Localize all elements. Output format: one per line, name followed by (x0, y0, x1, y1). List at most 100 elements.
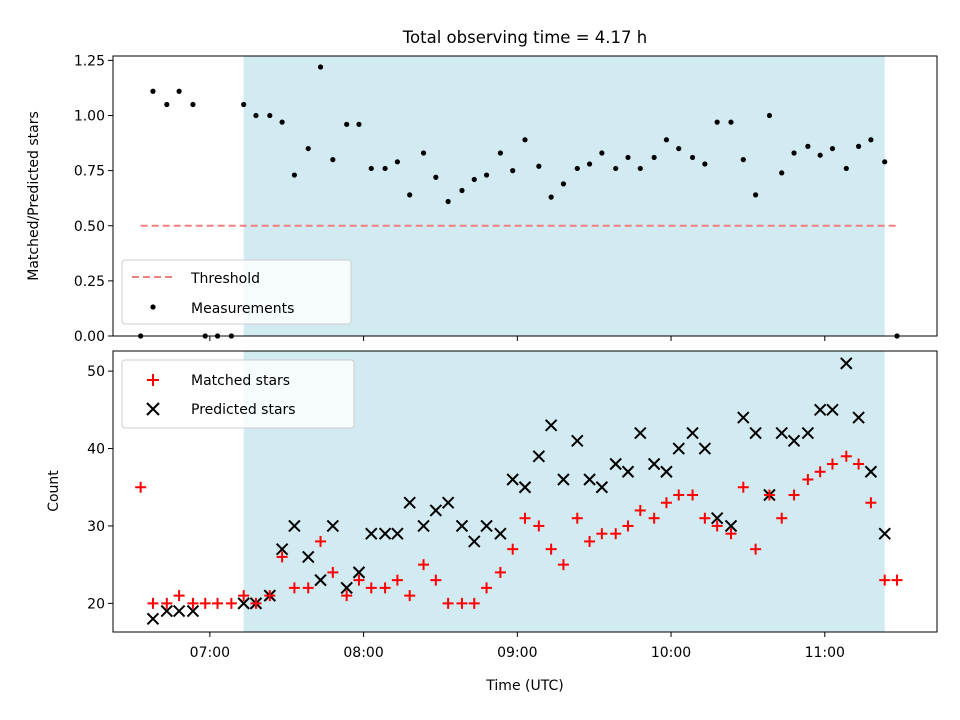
predicted-star-marker (826, 403, 839, 417)
predicted-star-marker (801, 426, 815, 440)
legend-measurements-label: Measurements (191, 301, 294, 317)
measurement-point (752, 192, 759, 198)
matched-star-marker (199, 597, 211, 609)
matched-star-marker (456, 597, 468, 609)
measurement-point (637, 165, 643, 172)
bottom-legend: Matched stars Predicted stars (121, 359, 355, 429)
predicted-star-marker (160, 604, 174, 618)
predicted-star-marker (186, 604, 200, 618)
predicted-star-marker (326, 519, 340, 533)
matched-star-marker (879, 574, 891, 586)
predicted-star-marker (583, 473, 596, 486)
x-tick-label: 08:00 (343, 645, 383, 661)
measurement-point (407, 192, 413, 198)
matched-star-marker (225, 597, 237, 609)
matched-star-marker (238, 590, 250, 602)
matched-star-marker (571, 512, 583, 524)
measurement-point (817, 152, 823, 158)
top-y-axis-label: Matched/Predicted stars (26, 111, 42, 281)
matched-star-marker (276, 551, 288, 563)
measurement-point (291, 172, 298, 178)
measurement-point (702, 161, 708, 167)
matched-star-marker (622, 520, 634, 532)
measurement-point (483, 172, 490, 178)
measurement-point (855, 143, 862, 149)
bottom-y-axis-label: Count (46, 470, 62, 512)
matched-star-marker (418, 559, 430, 571)
matched-star-marker (442, 597, 454, 609)
predicted-star-marker (314, 573, 327, 587)
top-x-ticks (209, 336, 826, 341)
matched-star-marker (545, 543, 557, 555)
matched-star-marker (610, 528, 622, 540)
matched-star-marker (481, 582, 493, 594)
measurement-point (843, 165, 849, 172)
measurement-point (420, 150, 427, 156)
predicted-star-marker (813, 403, 827, 417)
top-legend: Threshold Measurements (121, 259, 352, 325)
matched-star-marker (507, 543, 519, 555)
predicted-star-marker (378, 527, 392, 540)
matched-star-marker (519, 512, 531, 524)
predicted-star-marker (172, 604, 186, 618)
matched-star-marker (737, 481, 749, 493)
measurement-point (445, 198, 451, 205)
matched-star-marker (315, 535, 327, 547)
measurement-point (868, 137, 874, 143)
matched-star-marker (161, 597, 173, 609)
predicted-star-marker (660, 465, 673, 478)
measurement-point (766, 112, 773, 119)
measurement-point (728, 119, 734, 125)
measurement-point (459, 187, 465, 194)
measurement-point (574, 165, 580, 172)
matched-star-marker (584, 535, 596, 547)
matched-star-marker (147, 597, 159, 609)
predicted-star-marker (429, 504, 443, 517)
matched-star-marker (840, 450, 852, 462)
matched-star-marker (687, 489, 699, 501)
matched-star-marker (750, 543, 762, 555)
measurement-point (279, 119, 285, 125)
y-tick-label: 50 (87, 364, 105, 380)
predicted-star-marker (352, 566, 366, 579)
predicted-star-marker (518, 481, 532, 494)
predicted-star-marker (686, 426, 699, 440)
matched-star-marker (288, 582, 300, 594)
x-axis-label: Time (UTC) (485, 678, 563, 694)
measurement-point (651, 154, 657, 161)
predicted-star-marker (403, 496, 416, 509)
y-tick-label: 30 (87, 519, 105, 535)
predicted-star-marker (595, 481, 609, 494)
measurement-point (433, 174, 439, 180)
legend-predicted-label: Predicted stars (191, 402, 296, 418)
measurement-point (740, 157, 746, 163)
matched-star-marker (327, 566, 339, 578)
predicted-star-marker (275, 542, 289, 556)
predicted-star-marker (634, 426, 647, 440)
measurement-point (536, 163, 542, 169)
predicted-star-marker (571, 434, 584, 448)
predicted-star-marker (852, 411, 865, 424)
measurement-point (689, 154, 696, 161)
matched-star-marker (826, 458, 838, 470)
measurement-point (497, 150, 504, 156)
predicted-star-marker (647, 457, 661, 471)
predicted-star-marker (417, 519, 430, 533)
matched-star-marker (891, 574, 903, 586)
predicted-star-marker (455, 519, 469, 533)
measurement-point (317, 64, 324, 70)
matched-star-marker (814, 466, 826, 478)
predicted-star-marker (775, 426, 788, 440)
predicted-star-marker (365, 527, 378, 540)
measurement-point (150, 88, 156, 94)
matched-star-marker (302, 582, 314, 594)
predicted-star-marker (864, 465, 878, 478)
top-plot-frame (112, 55, 938, 337)
predicted-star-marker (237, 597, 250, 610)
matched-star-marker (557, 559, 569, 571)
measurement-point (176, 88, 182, 94)
matched-star-marker (264, 590, 276, 602)
matched-star-marker (788, 489, 800, 501)
predicted-star-marker (724, 519, 738, 533)
